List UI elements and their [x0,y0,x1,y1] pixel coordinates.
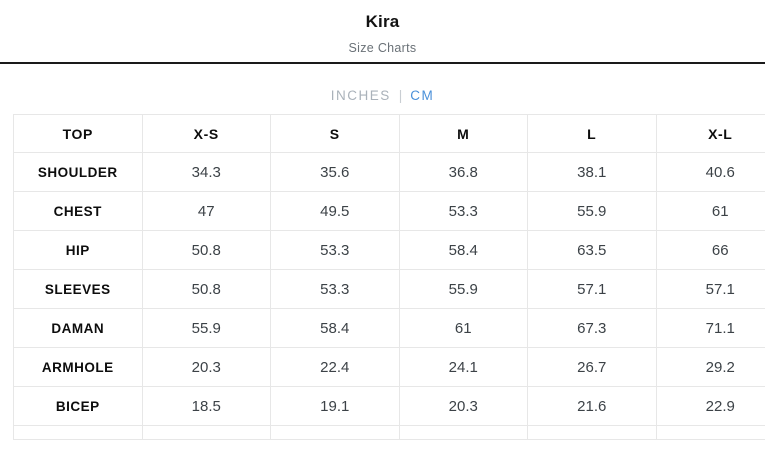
table-row-hip: HIP 50.8 53.3 58.4 63.5 66 [13,230,765,270]
cell-daman-s: 58.4 [270,308,400,348]
cell-hip-m: 58.4 [398,230,528,270]
cell-shoulder-xl: 40.6 [655,152,765,192]
row-label-shoulder: SHOULDER [13,152,143,192]
column-header-m: M [398,114,528,153]
cell-armhole-s: 22.4 [270,347,400,387]
row-label-chest: CHEST [13,191,143,231]
cell-armhole-l: 26.7 [527,347,657,387]
cell-shoulder-l: 38.1 [527,152,657,192]
unit-tabs: INCHES | CM [0,88,765,103]
empty-cell [141,425,271,440]
column-header-xl: X-L [655,114,765,153]
cell-daman-l: 67.3 [527,308,657,348]
tab-cm[interactable]: CM [410,88,435,103]
size-chart-table: TOP X-S S M L X-L SHOULDER 34.3 35.6 36.… [13,114,765,440]
empty-cell [398,425,528,440]
cell-chest-xl: 61 [655,191,765,231]
column-header-s: S [270,114,400,153]
table-row-bicep: BICEP 18.5 19.1 20.3 21.6 22.9 [13,386,765,426]
cell-bicep-xs: 18.5 [141,386,271,426]
cell-hip-l: 63.5 [527,230,657,270]
cell-hip-xl: 66 [655,230,765,270]
table-row-daman: DAMAN 55.9 58.4 61 67.3 71.1 [13,308,765,348]
empty-cell [270,425,400,440]
row-label-bicep: BICEP [13,386,143,426]
cell-sleeves-xs: 50.8 [141,269,271,309]
cell-daman-xl: 71.1 [655,308,765,348]
cell-shoulder-s: 35.6 [270,152,400,192]
table-empty-row [13,425,765,440]
cell-chest-l: 55.9 [527,191,657,231]
row-label-armhole: ARMHOLE [13,347,143,387]
cell-armhole-xs: 20.3 [141,347,271,387]
row-label-daman: DAMAN [13,308,143,348]
cell-armhole-xl: 29.2 [655,347,765,387]
page-subtitle: Size Charts [348,41,417,55]
column-header-xs: X-S [141,114,271,153]
empty-cell [655,425,765,440]
cell-bicep-l: 21.6 [527,386,657,426]
cell-chest-xs: 47 [141,191,271,231]
tab-inches[interactable]: INCHES [330,88,391,103]
page-title: Kira [365,12,400,31]
cell-chest-m: 53.3 [398,191,528,231]
cell-shoulder-m: 36.8 [398,152,528,192]
page-header: Kira Size Charts [0,12,765,55]
cell-sleeves-l: 57.1 [527,269,657,309]
cell-bicep-m: 20.3 [398,386,528,426]
cell-chest-s: 49.5 [270,191,400,231]
tab-separator: | [398,88,403,103]
cell-sleeves-s: 53.3 [270,269,400,309]
table-row-armhole: ARMHOLE 20.3 22.4 24.1 26.7 29.2 [13,347,765,387]
cell-bicep-s: 19.1 [270,386,400,426]
cell-shoulder-xs: 34.3 [141,152,271,192]
table-row-sleeves: SLEEVES 50.8 53.3 55.9 57.1 57.1 [13,269,765,309]
column-header-l: L [527,114,657,153]
empty-cell [13,425,143,440]
cell-hip-xs: 50.8 [141,230,271,270]
cell-sleeves-xl: 57.1 [655,269,765,309]
header-divider [0,62,765,64]
cell-hip-s: 53.3 [270,230,400,270]
table-row-shoulder: SHOULDER 34.3 35.6 36.8 38.1 40.6 [13,152,765,192]
cell-daman-xs: 55.9 [141,308,271,348]
row-label-hip: HIP [13,230,143,270]
cell-daman-m: 61 [398,308,528,348]
cell-sleeves-m: 55.9 [398,269,528,309]
empty-cell [527,425,657,440]
table-row-chest: CHEST 47 49.5 53.3 55.9 61 [13,191,765,231]
table-header-row: TOP X-S S M L X-L [13,114,765,153]
row-label-sleeves: SLEEVES [13,269,143,309]
cell-armhole-m: 24.1 [398,347,528,387]
column-header-top: TOP [13,114,143,153]
cell-bicep-xl: 22.9 [655,386,765,426]
